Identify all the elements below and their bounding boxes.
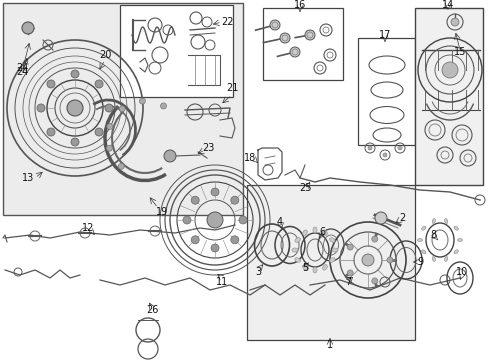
- Circle shape: [183, 216, 191, 224]
- Circle shape: [71, 70, 79, 78]
- Bar: [120, 5, 232, 97]
- Ellipse shape: [421, 250, 425, 254]
- Ellipse shape: [453, 250, 457, 254]
- Circle shape: [191, 196, 199, 204]
- Circle shape: [105, 104, 113, 112]
- Circle shape: [139, 98, 145, 104]
- Circle shape: [374, 212, 386, 224]
- Circle shape: [210, 244, 219, 252]
- Text: 5: 5: [301, 263, 307, 273]
- Text: 8: 8: [429, 230, 435, 240]
- Circle shape: [118, 163, 124, 169]
- Text: 3: 3: [254, 267, 261, 277]
- Ellipse shape: [312, 227, 316, 233]
- Circle shape: [361, 254, 373, 266]
- Text: 21: 21: [225, 83, 238, 93]
- Ellipse shape: [291, 248, 297, 252]
- Circle shape: [163, 150, 176, 162]
- Text: 24: 24: [16, 63, 28, 73]
- Text: 6: 6: [318, 227, 325, 237]
- Text: 11: 11: [215, 277, 228, 287]
- Circle shape: [71, 138, 79, 146]
- Ellipse shape: [417, 238, 422, 242]
- Ellipse shape: [322, 265, 326, 270]
- Ellipse shape: [329, 258, 334, 262]
- Circle shape: [67, 100, 83, 116]
- Text: 18: 18: [244, 153, 256, 163]
- Text: 25: 25: [298, 183, 311, 193]
- Text: 12: 12: [81, 223, 94, 233]
- Text: 13: 13: [22, 173, 34, 183]
- Ellipse shape: [302, 265, 306, 270]
- Ellipse shape: [329, 238, 334, 242]
- Text: 22: 22: [221, 17, 234, 27]
- Circle shape: [37, 104, 45, 112]
- Text: 7: 7: [344, 277, 350, 287]
- Ellipse shape: [302, 230, 306, 235]
- Ellipse shape: [312, 267, 316, 273]
- Circle shape: [289, 47, 299, 57]
- Circle shape: [22, 22, 34, 34]
- Circle shape: [269, 20, 280, 30]
- Text: 24: 24: [16, 67, 28, 77]
- Circle shape: [210, 188, 219, 196]
- Ellipse shape: [421, 226, 425, 230]
- Text: 19: 19: [156, 207, 168, 217]
- Circle shape: [371, 236, 377, 242]
- Circle shape: [346, 270, 352, 276]
- Circle shape: [305, 30, 314, 40]
- Circle shape: [95, 128, 103, 136]
- Text: 1: 1: [326, 340, 332, 350]
- Text: 20: 20: [99, 50, 111, 60]
- Ellipse shape: [431, 257, 434, 261]
- Circle shape: [441, 62, 457, 78]
- Bar: [246, 185, 414, 340]
- Ellipse shape: [294, 238, 300, 242]
- Circle shape: [191, 236, 199, 244]
- Text: 14: 14: [441, 0, 453, 10]
- Ellipse shape: [444, 219, 447, 224]
- Text: 17: 17: [378, 30, 390, 40]
- Text: 9: 9: [416, 257, 422, 267]
- Circle shape: [106, 145, 112, 151]
- Circle shape: [367, 146, 371, 150]
- Bar: [263, 8, 342, 80]
- Ellipse shape: [331, 248, 337, 252]
- Ellipse shape: [431, 219, 434, 224]
- Circle shape: [371, 278, 377, 284]
- Bar: [3, 3, 243, 215]
- Text: 10: 10: [455, 267, 467, 277]
- Circle shape: [230, 196, 238, 204]
- Circle shape: [386, 257, 392, 263]
- Circle shape: [230, 236, 238, 244]
- Ellipse shape: [457, 238, 462, 242]
- Ellipse shape: [322, 230, 326, 235]
- Circle shape: [160, 103, 166, 109]
- Bar: [357, 38, 414, 145]
- Circle shape: [106, 123, 113, 130]
- Circle shape: [47, 128, 55, 136]
- Text: 15: 15: [453, 47, 465, 57]
- Circle shape: [382, 153, 386, 157]
- Ellipse shape: [453, 226, 457, 230]
- Text: 4: 4: [276, 217, 283, 227]
- Circle shape: [206, 212, 223, 228]
- Circle shape: [280, 33, 289, 43]
- Text: 2: 2: [398, 213, 404, 223]
- Circle shape: [397, 146, 401, 150]
- Text: 23: 23: [202, 143, 214, 153]
- Circle shape: [119, 106, 125, 112]
- Bar: [414, 8, 482, 185]
- Circle shape: [239, 216, 246, 224]
- Circle shape: [346, 244, 352, 250]
- Ellipse shape: [294, 258, 300, 262]
- Ellipse shape: [444, 257, 447, 261]
- Text: 26: 26: [145, 305, 158, 315]
- Text: 16: 16: [293, 0, 305, 10]
- Circle shape: [95, 80, 103, 88]
- Circle shape: [450, 18, 458, 26]
- Circle shape: [47, 80, 55, 88]
